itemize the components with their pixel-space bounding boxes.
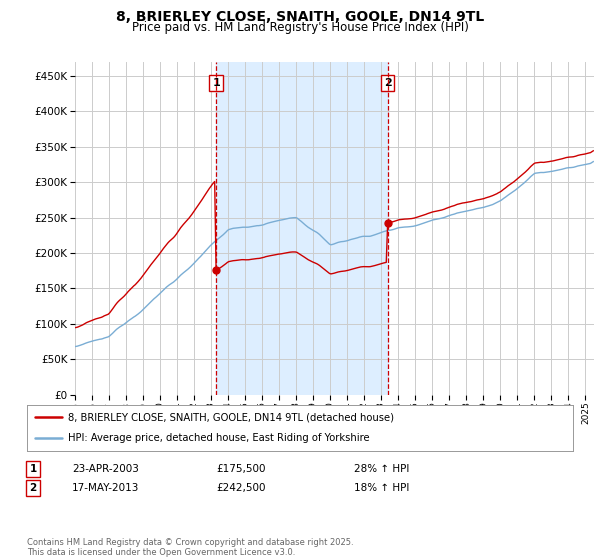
Text: Contains HM Land Registry data © Crown copyright and database right 2025.
This d: Contains HM Land Registry data © Crown c… <box>27 538 353 557</box>
Text: 18% ↑ HPI: 18% ↑ HPI <box>354 483 409 493</box>
Text: HPI: Average price, detached house, East Riding of Yorkshire: HPI: Average price, detached house, East… <box>68 433 370 444</box>
Bar <box>216 62 388 395</box>
Text: £242,500: £242,500 <box>216 483 265 493</box>
Text: £175,500: £175,500 <box>216 464 265 474</box>
Text: 1: 1 <box>29 464 37 474</box>
Text: 8, BRIERLEY CLOSE, SNAITH, GOOLE, DN14 9TL (detached house): 8, BRIERLEY CLOSE, SNAITH, GOOLE, DN14 9… <box>68 412 394 422</box>
Text: 8, BRIERLEY CLOSE, SNAITH, GOOLE, DN14 9TL: 8, BRIERLEY CLOSE, SNAITH, GOOLE, DN14 9… <box>116 10 484 24</box>
Text: 23-APR-2003: 23-APR-2003 <box>72 464 139 474</box>
Text: 2: 2 <box>29 483 37 493</box>
Text: 17-MAY-2013: 17-MAY-2013 <box>72 483 139 493</box>
Text: 28% ↑ HPI: 28% ↑ HPI <box>354 464 409 474</box>
Text: Price paid vs. HM Land Registry's House Price Index (HPI): Price paid vs. HM Land Registry's House … <box>131 21 469 34</box>
Text: 1: 1 <box>212 78 220 88</box>
Text: 2: 2 <box>384 78 392 88</box>
